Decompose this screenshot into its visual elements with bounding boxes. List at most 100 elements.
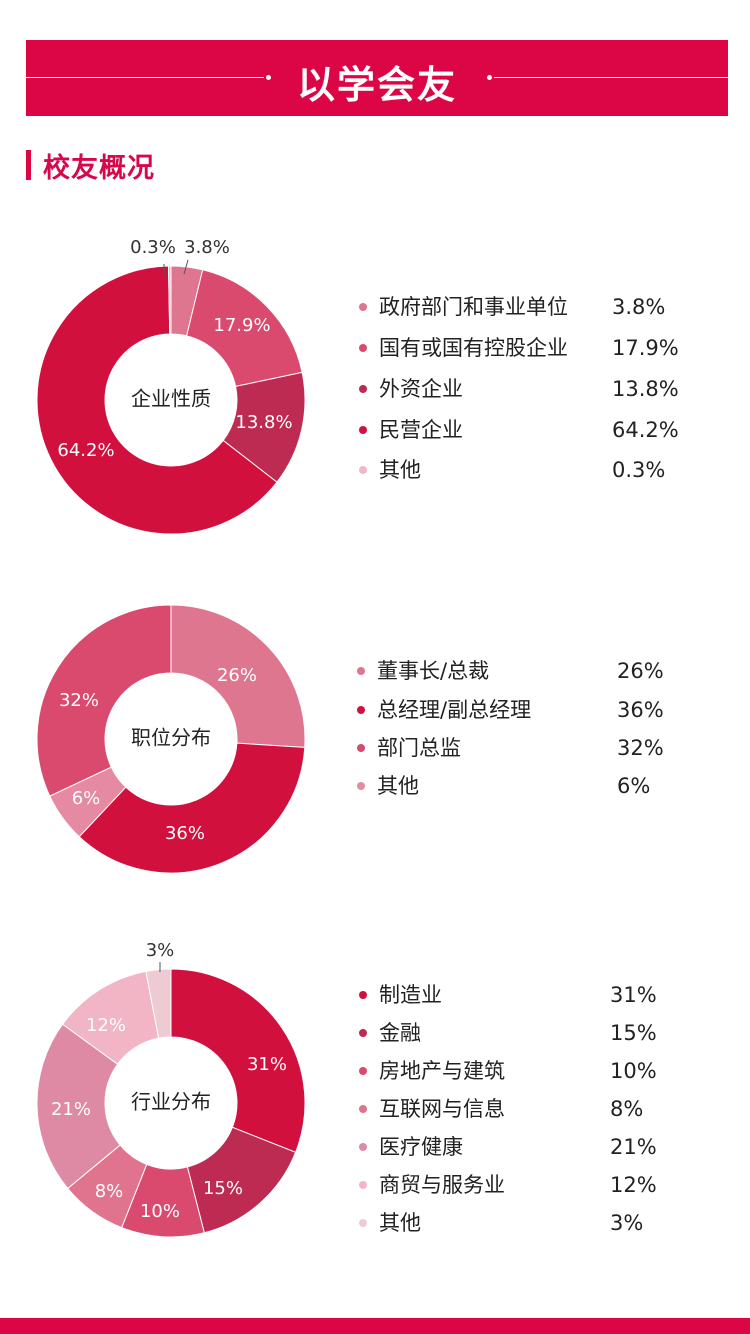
value-label-4: 64.2%: [57, 440, 114, 461]
legend-value: 36%: [617, 698, 664, 722]
legend-company-type: 政府部门和事业单位 3.8% 国有或国有控股企业 17.9% 外资企业 13.8% 民营企业…: [359, 292, 739, 492]
legend-value: 64.2%: [612, 418, 679, 442]
legend-item: 互联网与信息 8%: [359, 1094, 739, 1124]
legend-value: 17.9%: [612, 336, 679, 360]
value-label-1: 3.8%: [184, 237, 230, 258]
legend-label: 互联网与信息: [379, 1097, 505, 1121]
donut-slice-2: [186, 269, 303, 388]
value-label-3: 13.8%: [235, 412, 292, 433]
legend-value: 10%: [610, 1059, 657, 1083]
donut-slice-5: [167, 265, 172, 335]
section-header: 校友概况: [26, 148, 155, 184]
value-label-2: 17.9%: [213, 315, 270, 336]
value-label-4: 8%: [95, 1181, 124, 1202]
legend-item: 房地产与建筑 10%: [359, 1056, 739, 1086]
legend-value: 6%: [617, 774, 651, 798]
banner-dot-left: [266, 75, 271, 80]
legend-value: 8%: [610, 1097, 644, 1121]
legend-label: 其他: [379, 1211, 421, 1235]
footer-bar: [0, 1318, 750, 1334]
legend-label: 政府部门和事业单位: [379, 295, 568, 319]
legend-label: 金融: [379, 1021, 421, 1045]
donut-slice-4: [36, 265, 278, 535]
legend-label: 部门总监: [377, 736, 461, 760]
value-label-5: 21%: [51, 1099, 91, 1120]
legend-label: 民营企业: [379, 418, 463, 442]
legend-marker: [359, 1181, 367, 1189]
legend-marker: [359, 1219, 367, 1227]
legend-item: 总经理/副总经理 36%: [357, 695, 737, 725]
legend-item: 董事长/总裁 26%: [357, 656, 737, 686]
legend-label: 国有或国有控股企业: [379, 336, 568, 360]
leader-line-1: [183, 259, 189, 275]
value-label-1: 31%: [247, 1054, 287, 1075]
value-label-2: 15%: [203, 1178, 243, 1199]
legend-label: 其他: [377, 774, 419, 798]
legend-item: 医疗健康 21%: [359, 1132, 739, 1162]
value-label-5: 0.3%: [130, 237, 176, 258]
legend-value: 32%: [617, 736, 664, 760]
legend-value: 3.8%: [612, 295, 666, 319]
legend-label: 总经理/副总经理: [377, 698, 532, 722]
legend-value: 0.3%: [612, 458, 666, 482]
legend-value: 15%: [610, 1021, 657, 1045]
banner-rule-left: [26, 77, 264, 78]
legend-label: 其他: [379, 458, 421, 482]
legend-item: 部门总监 32%: [357, 733, 737, 763]
legend-item: 其他 3%: [359, 1208, 739, 1238]
value-label-1: 26%: [217, 665, 257, 686]
legend-label: 外资企业: [379, 377, 463, 401]
value-label-3: 32%: [59, 690, 99, 711]
legend-marker: [359, 1143, 367, 1151]
legend-value: 12%: [610, 1173, 657, 1197]
donut-center-label: 企业性质: [131, 387, 211, 411]
value-label-2: 36%: [165, 823, 205, 844]
legend-label: 商贸与服务业: [379, 1173, 505, 1197]
page-title: 以学会友: [296, 63, 457, 107]
legend-item: 国有或国有控股企业 17.9%: [359, 333, 739, 363]
value-label-3: 10%: [140, 1201, 180, 1222]
legend-item: 民营企业 64.2%: [359, 415, 739, 445]
legend-item: 商贸与服务业 12%: [359, 1170, 739, 1200]
donut-slice-3: [36, 604, 172, 797]
section-accent-bar: [26, 150, 31, 180]
legend-item: 其他 0.3%: [359, 455, 739, 485]
value-label-7: 3%: [146, 940, 175, 961]
legend-industry: 制造业 31% 金融 15% 房地产与建筑 10% 互联网与信息 8% 医疗健康 21% 商贸与服务…: [359, 980, 739, 1240]
banner-rule-right: [494, 77, 728, 78]
legend-marker: [359, 466, 367, 474]
value-label-4: 6%: [72, 788, 101, 809]
legend-value: 3%: [610, 1211, 644, 1235]
legend-item: 外资企业 13.8%: [359, 374, 739, 404]
legend-value: 31%: [610, 983, 657, 1007]
legend-label: 医疗健康: [379, 1135, 463, 1159]
donut-slice-2: [78, 742, 306, 874]
legend-label: 董事长/总裁: [377, 659, 490, 683]
legend-marker: [359, 1067, 367, 1075]
legend-marker: [359, 344, 367, 352]
donut-slice-5: [36, 1023, 121, 1190]
legend-value: 26%: [617, 659, 664, 683]
donut-center-label: 行业分布: [131, 1090, 211, 1114]
legend-marker: [359, 385, 367, 393]
donut-slice-1: [170, 604, 306, 748]
section-title: 校友概况: [43, 152, 155, 184]
legend-marker: [357, 782, 365, 790]
donut-slice-1: [170, 968, 306, 1153]
legend-marker: [357, 667, 365, 675]
donut-slice-7: [145, 968, 172, 1039]
legend-marker: [359, 1105, 367, 1113]
legend-marker: [357, 706, 365, 714]
legend-marker: [359, 991, 367, 999]
donut-center-label: 职位分布: [131, 726, 211, 750]
donut-chart-company-type: 3.8% 17.9% 13.8% 64.2% 0.3% 企业性质: [36, 237, 306, 535]
legend-position: 董事长/总裁 26% 总经理/副总经理 36% 部门总监 32% 其他 6%: [357, 656, 737, 816]
legend-marker: [357, 744, 365, 752]
legend-item: 制造业 31%: [359, 980, 739, 1010]
legend-value: 13.8%: [612, 377, 679, 401]
value-label-6: 12%: [86, 1015, 126, 1036]
legend-item: 金融 15%: [359, 1018, 739, 1048]
legend-value: 21%: [610, 1135, 657, 1159]
legend-item: 其他 6%: [357, 771, 737, 801]
title-banner: 以学会友: [26, 40, 728, 116]
